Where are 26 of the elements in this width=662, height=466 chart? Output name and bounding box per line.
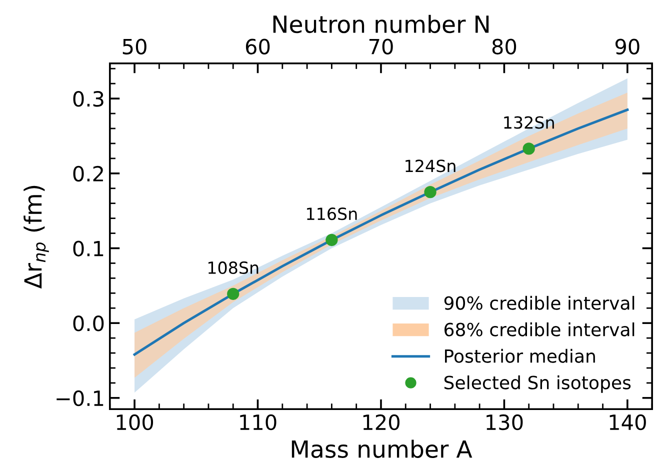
y-tick-label: −0.1 xyxy=(56,390,104,406)
y-tick-label: 0.0 xyxy=(73,316,104,332)
y-tick-label: 0.3 xyxy=(73,91,104,107)
x2-tick-label: 60 xyxy=(246,38,270,54)
x2-tick-label: 70 xyxy=(369,38,393,54)
annotation: 116Sn xyxy=(307,208,357,220)
x-tick-label: 130 xyxy=(486,414,523,430)
x2-tick-label: 80 xyxy=(492,38,516,54)
y-tick-label: 0.2 xyxy=(73,166,103,182)
annotation: 108Sn xyxy=(208,261,258,274)
legend-label: Selected Sn isotopes xyxy=(444,375,631,393)
annotation: 124Sn xyxy=(406,160,456,172)
x2-tick-label: 50 xyxy=(122,38,146,54)
x-axis-title: Mass number A xyxy=(292,440,472,458)
x-tick-label: 120 xyxy=(363,414,400,430)
x-tick-label: 100 xyxy=(116,414,154,430)
y-tick-label: 0.1 xyxy=(73,240,104,256)
annotation: 132Sn xyxy=(504,116,554,129)
x-tick-label: 110 xyxy=(240,414,276,430)
legend-label: 68% credible interval xyxy=(444,322,634,336)
x2-axis-title: Neutron number N xyxy=(273,14,489,34)
x-tick-label: 140 xyxy=(610,414,646,430)
legend-label: 90% credible interval xyxy=(444,296,634,310)
y-axis-title: Δr$_{np}$ (fm) xyxy=(24,186,49,289)
x2-tick-label: 90 xyxy=(615,38,640,54)
legend-label: Posterior median xyxy=(445,348,595,363)
